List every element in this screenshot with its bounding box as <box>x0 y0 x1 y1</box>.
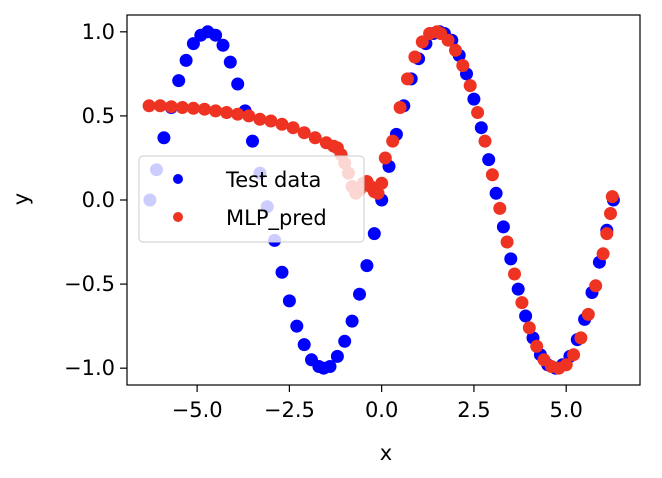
data-point <box>360 259 374 273</box>
data-point <box>493 201 507 215</box>
y-tick-label: 0.5 <box>82 104 115 128</box>
data-point <box>519 309 533 323</box>
data-point <box>401 72 414 86</box>
x-tick-label: 0.0 <box>365 398 398 422</box>
data-point <box>496 220 510 234</box>
data-point <box>378 151 392 165</box>
data-point <box>297 126 311 140</box>
data-point <box>264 114 278 128</box>
data-point <box>482 153 496 167</box>
legend-label-mlp-pred: MLP_pred <box>226 206 327 231</box>
data-point <box>567 348 581 362</box>
data-point <box>231 77 245 91</box>
data-point <box>282 294 296 308</box>
data-point <box>474 121 488 135</box>
y-tick-label: 0.0 <box>82 188 115 212</box>
legend-marker-mlp-pred <box>173 212 183 222</box>
data-point <box>186 37 200 51</box>
y-axis-label: y <box>9 193 33 205</box>
data-point <box>500 235 514 249</box>
data-point <box>530 339 544 353</box>
data-point <box>275 265 289 279</box>
data-point <box>345 314 359 328</box>
data-point <box>515 296 529 310</box>
x-tick-label: −2.5 <box>264 398 315 422</box>
y-tick-label: −1.0 <box>64 356 115 380</box>
data-point <box>198 102 211 116</box>
data-point <box>290 319 304 333</box>
legend-marker-test-data <box>173 174 183 184</box>
data-point <box>142 99 156 113</box>
data-point <box>463 79 477 93</box>
data-point <box>172 74 186 88</box>
data-point <box>489 186 503 200</box>
data-point <box>511 282 525 296</box>
data-point <box>508 267 521 281</box>
data-point <box>253 112 267 126</box>
data-point <box>308 131 322 145</box>
x-tick-label: 2.5 <box>457 398 490 422</box>
data-point <box>415 35 429 49</box>
y-tick-label: 1.0 <box>82 20 115 44</box>
data-point <box>386 134 400 148</box>
data-point <box>471 106 485 119</box>
data-point <box>596 247 610 261</box>
data-point <box>297 338 311 352</box>
data-point <box>574 331 588 345</box>
data-point <box>157 131 171 145</box>
data-point <box>209 104 223 118</box>
data-point <box>286 121 300 135</box>
axis-layer: −5.0 −2.5 0.0 2.5 5.0 −1.0 −0.5 0.0 0.5 1.0 <box>64 20 583 422</box>
data-point <box>275 117 289 131</box>
data-point <box>600 227 614 241</box>
x-axis-label: x <box>380 441 392 465</box>
data-point <box>330 349 344 363</box>
data-point <box>231 107 245 121</box>
data-point <box>522 321 536 335</box>
data-point <box>589 279 603 293</box>
data-point <box>164 100 178 114</box>
data-point <box>353 287 366 301</box>
data-point <box>323 360 337 373</box>
data-point <box>581 307 595 321</box>
data-point <box>220 106 234 119</box>
data-point <box>186 101 200 115</box>
data-point <box>456 59 470 72</box>
data-point <box>559 358 573 372</box>
data-point <box>504 252 518 266</box>
data-point <box>246 134 259 148</box>
legend-box <box>138 155 365 243</box>
data-point <box>478 134 492 148</box>
x-tick-label: −5.0 <box>172 398 223 422</box>
data-point <box>209 28 223 42</box>
data-point <box>441 33 455 47</box>
data-point <box>371 186 385 200</box>
data-point <box>408 50 422 64</box>
data-point <box>449 43 462 57</box>
data-point <box>242 109 256 123</box>
legend: Test data MLP_pred <box>138 155 365 243</box>
data-point <box>175 101 189 114</box>
data-point <box>338 334 352 348</box>
legend-label-test-data: Test data <box>225 168 321 192</box>
x-tick-label: 5.0 <box>549 398 582 422</box>
data-point <box>605 190 619 204</box>
data-point <box>393 101 407 114</box>
data-point <box>153 99 167 113</box>
data-point <box>604 207 617 220</box>
data-point <box>375 176 389 190</box>
data-point <box>179 53 193 67</box>
data-point <box>216 38 230 52</box>
data-point <box>223 55 237 69</box>
y-tick-label: −0.5 <box>64 272 115 296</box>
data-point <box>467 92 481 106</box>
data-point <box>367 227 381 241</box>
data-point <box>485 168 499 182</box>
